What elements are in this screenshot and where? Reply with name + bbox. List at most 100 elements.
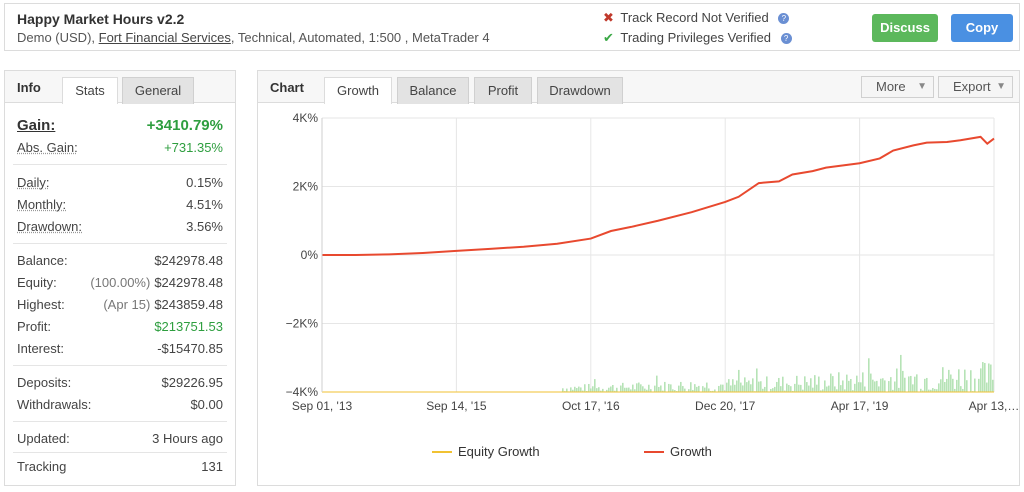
volume-bar [794, 383, 796, 392]
volume-bar [890, 377, 892, 392]
volume-bar [670, 384, 672, 392]
volume-bar [962, 388, 964, 392]
volume-bar [860, 382, 862, 392]
volume-bar [988, 363, 990, 392]
daily-label[interactable]: Daily: [17, 175, 50, 190]
volume-bar [734, 384, 736, 392]
help-icon[interactable]: ? [780, 33, 792, 44]
chart-axes: 4K% 2K% 0% −2K% −4K%Sep 01, '13 Sep 14, '15 Oc… [286, 111, 1019, 413]
volume-bar [852, 390, 854, 392]
volume-bar [982, 362, 984, 392]
volume-bar [678, 385, 680, 392]
more-dropdown[interactable]: More ▼ [861, 76, 934, 98]
volume-bar [908, 376, 910, 392]
volume-bar [656, 375, 658, 392]
volume-bar [582, 390, 584, 392]
chart-legend[interactable]: Equity Growth Growth [432, 444, 712, 459]
volume-bar [598, 387, 600, 392]
drawdown-label[interactable]: Drawdown: [17, 219, 83, 234]
volume-bar [874, 381, 876, 392]
volume-bar [992, 379, 994, 392]
volume-bar [662, 390, 664, 392]
growth-chart[interactable]: 4K% 2K% 0% −2K% −4K%Sep 01, '13 Sep 14, '15 Oc… [258, 104, 1019, 486]
tab-growth[interactable]: Growth [324, 77, 392, 104]
volume-bar [790, 386, 792, 392]
tab-profit[interactable]: Profit [474, 77, 532, 104]
tab-drawdown[interactable]: Drawdown [537, 77, 623, 104]
volume-bar [706, 382, 708, 392]
volume-bar [978, 378, 980, 392]
volume-bar [650, 389, 652, 392]
monthly-value: 4.51% [186, 197, 223, 212]
highest-note: (Apr 15) [103, 297, 151, 312]
volume-bar [736, 380, 738, 392]
volume-bar [966, 380, 968, 392]
volume-bar [980, 368, 982, 392]
volume-bar [570, 387, 572, 392]
volume-bar [796, 375, 798, 392]
volume-bar [710, 390, 712, 392]
balance-label: Balance: [17, 253, 68, 268]
volume-bar [698, 385, 700, 392]
discuss-button[interactable]: Discuss [872, 14, 938, 42]
abs-gain-row: Abs. Gain: +731.35% [17, 140, 223, 158]
volume-bar [884, 380, 886, 392]
abs-gain-label[interactable]: Abs. Gain: [17, 140, 78, 155]
volume-bar [806, 382, 808, 392]
volume-bar [712, 390, 714, 392]
volume-bar [940, 379, 942, 392]
trading-privileges-label: Trading Privileges Verified [620, 30, 771, 45]
volume-bar [572, 389, 574, 392]
export-dropdown[interactable]: Export ▼ [938, 76, 1013, 98]
track-record-status: ✖ Track Record Not Verified ? [603, 10, 790, 26]
volume-bar [732, 379, 734, 392]
tab-balance[interactable]: Balance [397, 77, 469, 104]
volume-bar [702, 386, 704, 392]
volume-bar [760, 381, 762, 392]
volume-bar [596, 388, 598, 392]
volume-bar [820, 390, 822, 392]
volume-bar [854, 383, 856, 392]
volume-bar [786, 383, 788, 392]
volume-bar [864, 386, 866, 392]
volume-bar [822, 389, 824, 392]
volume-bar [608, 387, 610, 392]
volume-bar [718, 385, 720, 392]
volume-bar [704, 387, 706, 392]
highest-row: Highest: (Apr 15) $243859.48 [17, 297, 223, 315]
monthly-label[interactable]: Monthly: [17, 197, 67, 212]
volume-bar [592, 386, 594, 392]
divider [13, 452, 227, 453]
caret-down-icon: ▼ [917, 81, 927, 92]
help-icon[interactable]: ? [778, 13, 790, 24]
volume-bar [770, 388, 772, 392]
system-title: Happy Market Hours v2.2 [17, 11, 185, 27]
volume-bar [964, 369, 966, 392]
deposits-value: $29226.95 [161, 375, 223, 390]
volume-bar [654, 385, 656, 392]
tab-general[interactable]: General [122, 77, 194, 104]
subtitle-prefix: Demo (USD), [17, 30, 99, 45]
copy-button[interactable]: Copy [951, 14, 1013, 42]
volume-bar [880, 378, 882, 392]
volume-bar [914, 376, 916, 392]
volume-bar [832, 376, 834, 392]
highest-label: Highest: [17, 297, 65, 312]
volume-bar [888, 381, 890, 392]
broker-link[interactable]: Fort Financial Services [98, 30, 231, 45]
volume-bar [664, 381, 666, 392]
abs-gain-value: +731.35% [164, 140, 223, 155]
volume-bar [600, 390, 602, 392]
gain-label[interactable]: Gain: [17, 117, 56, 134]
volume-bar [622, 382, 624, 392]
volume-bar [626, 387, 628, 392]
volume-bar [952, 378, 954, 392]
tab-stats[interactable]: Stats [62, 77, 118, 104]
y-tick-label: −2K% [286, 317, 319, 331]
chart-series [322, 135, 995, 393]
volume-bar [804, 376, 806, 392]
gain-row: Gain: +3410.79% [17, 117, 223, 135]
volume-bar [930, 389, 932, 392]
volume-bar [932, 388, 934, 392]
volume-bar [950, 374, 952, 392]
